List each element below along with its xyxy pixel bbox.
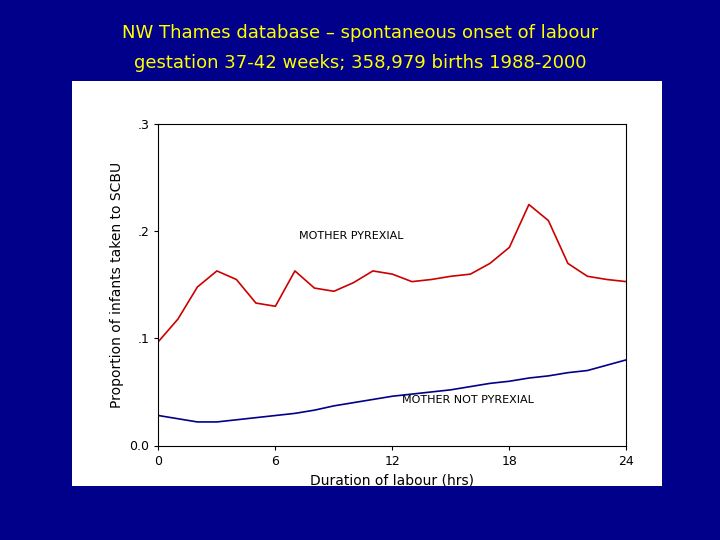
Text: MOTHER NOT PYREXIAL: MOTHER NOT PYREXIAL: [402, 395, 534, 404]
Text: gestation 37-42 weeks; 358,979 births 1988-2000: gestation 37-42 weeks; 358,979 births 19…: [134, 54, 586, 72]
Text: MOTHER PYREXIAL: MOTHER PYREXIAL: [299, 231, 403, 241]
Y-axis label: Proportion of infants taken to SCBU: Proportion of infants taken to SCBU: [110, 162, 124, 408]
Text: NW Thames database – spontaneous onset of labour: NW Thames database – spontaneous onset o…: [122, 24, 598, 42]
X-axis label: Duration of labour (hrs): Duration of labour (hrs): [310, 473, 474, 487]
